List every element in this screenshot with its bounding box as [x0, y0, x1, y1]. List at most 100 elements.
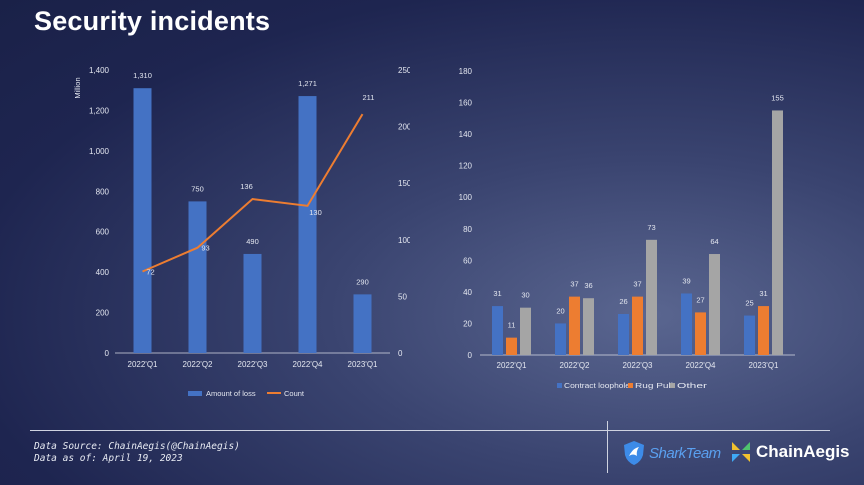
incident-data-label: 27: [696, 295, 704, 304]
incident-bar: [772, 110, 783, 355]
loss-count-chart: 0 200 400 600 800 1,000 1,200 1,400 0 50 100 150 200…: [73, 66, 410, 398]
incident-data-label: 20: [556, 306, 564, 315]
y-tick-label: 140: [459, 130, 473, 139]
incident-bar: [583, 298, 594, 355]
incident-bar: [709, 254, 720, 355]
x-tick-label: 2022'Q4: [686, 361, 717, 370]
y-tick-label: 60: [463, 256, 472, 265]
x-tick-label: 2023'Q1: [749, 361, 780, 370]
x-tick-label: 2023'Q1: [348, 360, 379, 369]
chainaegis-logo-text: ChainAegis: [756, 442, 850, 461]
loss-bar: [353, 294, 372, 353]
legend-label: Rug Pull: [635, 381, 673, 390]
incident-data-label: 31: [759, 289, 767, 298]
incident-type-chart: 0 20 40 60 80 100 120 140 160 180 31 11 30 2022'Q1 20 3…: [459, 67, 795, 390]
incident-data-label: 26: [619, 297, 627, 306]
loss-bar: [298, 96, 317, 354]
footer-divider: [30, 430, 830, 431]
incident-bar: [618, 313, 629, 355]
loss-data-label: 750: [191, 184, 204, 193]
loss-bar: [133, 88, 152, 353]
incident-data-label: 36: [584, 281, 592, 290]
y-tick-label: 100: [459, 193, 473, 202]
loss-bar: [243, 253, 262, 353]
y-axis-title: Million: [73, 77, 82, 98]
y2-tick-label: 100: [398, 236, 410, 245]
incident-bar: [681, 293, 692, 355]
loss-data-label: 290: [356, 277, 369, 286]
incident-data-label: 39: [682, 276, 690, 285]
x-tick-label: 2022'Q3: [623, 361, 654, 370]
y-tick-label: 1,400: [89, 66, 110, 75]
incident-data-label: 11: [508, 321, 516, 330]
x-tick-label: 2022'Q2: [183, 360, 214, 369]
y-tick-label: 20: [463, 319, 472, 328]
legend-label: Other: [677, 381, 708, 390]
count-data-label: 211: [363, 93, 375, 102]
count-line: [142, 113, 364, 273]
count-data-label: 136: [240, 182, 253, 191]
legend-label-count: Count: [284, 389, 305, 398]
incident-data-label: 155: [771, 93, 784, 102]
legend-swatch-loss: [188, 391, 202, 396]
incident-bar: [492, 306, 503, 355]
sharkteam-logo-text: SharkTeam: [649, 444, 721, 462]
legend-label-loss: Amount of loss: [206, 389, 256, 398]
y-tick-label: 1,200: [89, 106, 110, 115]
incident-bar: [520, 307, 531, 355]
x-tick-label: 2022'Q2: [560, 361, 591, 370]
y-tick-label: 40: [463, 288, 472, 297]
y2-tick-label: 50: [398, 292, 407, 301]
date-line: Data as of: April 19, 2023: [34, 453, 183, 464]
incident-data-label: 64: [710, 237, 718, 246]
y-tick-label: 0: [105, 349, 110, 358]
loss-data-label: 1,310: [133, 71, 152, 80]
incident-bar: [569, 296, 580, 355]
y-tick-label: 400: [96, 268, 110, 277]
chainaegis-icon: [732, 442, 750, 462]
incident-data-label: 31: [493, 289, 501, 298]
incident-bar: [744, 315, 755, 355]
shield-icon: [624, 441, 644, 465]
loss-data-label: 1,271: [298, 79, 317, 88]
loss-data-label: 490: [246, 237, 259, 246]
sharkteam-logo: SharkTeam: [622, 440, 721, 466]
x-tick-label: 2022'Q1: [497, 361, 528, 370]
y-tick-label: 120: [459, 162, 473, 171]
legend-swatch: [670, 383, 675, 388]
incident-data-label: 37: [633, 280, 641, 289]
incident-bar: [758, 306, 769, 355]
y-tick-label: 0: [468, 351, 473, 360]
footer-vertical-divider: [607, 421, 608, 473]
incident-data-label: 30: [521, 291, 529, 300]
incident-bar: [646, 239, 657, 355]
y-tick-label: 180: [459, 67, 473, 76]
x-tick-label: 2022'Q3: [238, 360, 269, 369]
x-tick-label: 2022'Q1: [128, 360, 159, 369]
incident-bar: [632, 296, 643, 355]
y-tick-label: 160: [459, 99, 473, 108]
y-tick-label: 80: [463, 225, 472, 234]
y-tick-label: 200: [96, 309, 110, 318]
y-tick-label: 600: [96, 228, 110, 237]
y2-tick-label: 150: [398, 179, 410, 188]
y2-tick-label: 0: [398, 349, 403, 358]
chainaegis-logo: ChainAegis: [730, 440, 850, 464]
legend-swatch: [628, 383, 633, 388]
count-data-label: 72: [146, 267, 154, 276]
incident-data-label: 25: [745, 299, 753, 308]
incident-bar: [695, 312, 706, 355]
y-tick-label: 800: [96, 187, 110, 196]
incident-bar: [555, 323, 566, 355]
data-source: Data Source: ChainAegis(@ChainAegis) Dat…: [34, 441, 240, 465]
count-data-label: 130: [309, 208, 322, 217]
incident-bar: [506, 337, 517, 355]
x-tick-label: 2022'Q4: [293, 360, 324, 369]
y-tick-label: 1,000: [89, 147, 110, 156]
source-line: Data Source: ChainAegis(@ChainAegis): [34, 441, 240, 452]
y2-tick-label: 250: [398, 66, 410, 75]
incident-data-label: 73: [647, 223, 655, 232]
loss-bar: [188, 201, 207, 353]
legend-label: Contract loophole: [564, 381, 630, 390]
count-data-label: 93: [201, 244, 209, 253]
